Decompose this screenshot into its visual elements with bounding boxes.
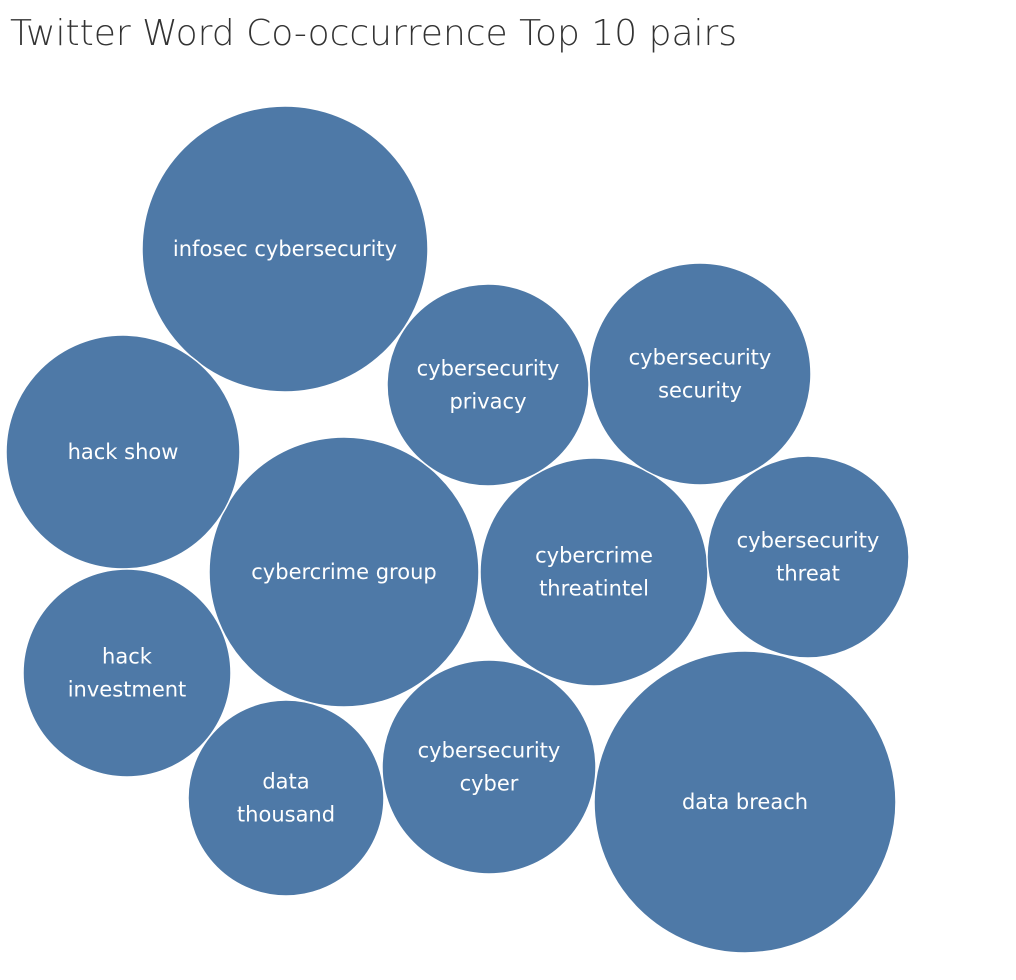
bubble-label: cybercrime group bbox=[251, 560, 436, 584]
bubble[interactable]: cybersecurity privacy bbox=[386, 283, 590, 487]
bubble-circle[interactable] bbox=[593, 650, 897, 954]
bubble[interactable]: cybersecurity cyber bbox=[381, 659, 597, 875]
bubble[interactable]: cybersecurity threat bbox=[706, 455, 910, 659]
bubble-label: data breach bbox=[682, 790, 808, 814]
bubble-label: thousand bbox=[237, 803, 335, 827]
bubble[interactable]: cybercrime group bbox=[208, 436, 480, 708]
bubble-circle[interactable] bbox=[588, 262, 812, 486]
bubble-label: cybersecurity bbox=[737, 529, 880, 553]
bubble-circle[interactable] bbox=[187, 699, 385, 897]
bubble-label: cybersecurity bbox=[418, 739, 561, 763]
bubble-circle[interactable] bbox=[208, 436, 480, 708]
bubble-label: threatintel bbox=[539, 577, 649, 601]
bubble[interactable]: infosec cybersecurity bbox=[141, 105, 429, 393]
bubble-label: infosec cybersecurity bbox=[173, 237, 397, 261]
bubble[interactable]: hack investment bbox=[22, 568, 232, 778]
bubble[interactable]: data thousand bbox=[187, 699, 385, 897]
bubble-label: investment bbox=[68, 678, 187, 702]
bubble-circle[interactable] bbox=[479, 457, 709, 687]
bubble-label: data bbox=[262, 770, 309, 794]
bubble[interactable]: cybercrime threatintel bbox=[479, 457, 709, 687]
bubble-label: security bbox=[658, 379, 742, 403]
bubble-label: hack bbox=[102, 645, 153, 669]
bubble-circle[interactable] bbox=[386, 283, 590, 487]
bubble-circle[interactable] bbox=[22, 568, 232, 778]
bubble[interactable]: data breach bbox=[593, 650, 897, 954]
bubble-label: cyber bbox=[460, 772, 519, 796]
bubble-circle[interactable] bbox=[706, 455, 910, 659]
bubble-circle[interactable] bbox=[141, 105, 429, 393]
bubble[interactable]: cybersecurity security bbox=[588, 262, 812, 486]
bubble-circle[interactable] bbox=[381, 659, 597, 875]
bubble-label: cybersecurity bbox=[417, 357, 560, 381]
bubble-label: cybercrime bbox=[535, 544, 653, 568]
bubble-label: threat bbox=[776, 562, 840, 586]
bubble-label: privacy bbox=[449, 390, 526, 414]
chart-title: Twitter Word Co-occurrence Top 10 pairs bbox=[10, 13, 738, 54]
bubble[interactable]: hack show bbox=[5, 334, 241, 570]
bubble-label: cybersecurity bbox=[629, 346, 772, 370]
bubble-label: hack show bbox=[68, 440, 179, 464]
